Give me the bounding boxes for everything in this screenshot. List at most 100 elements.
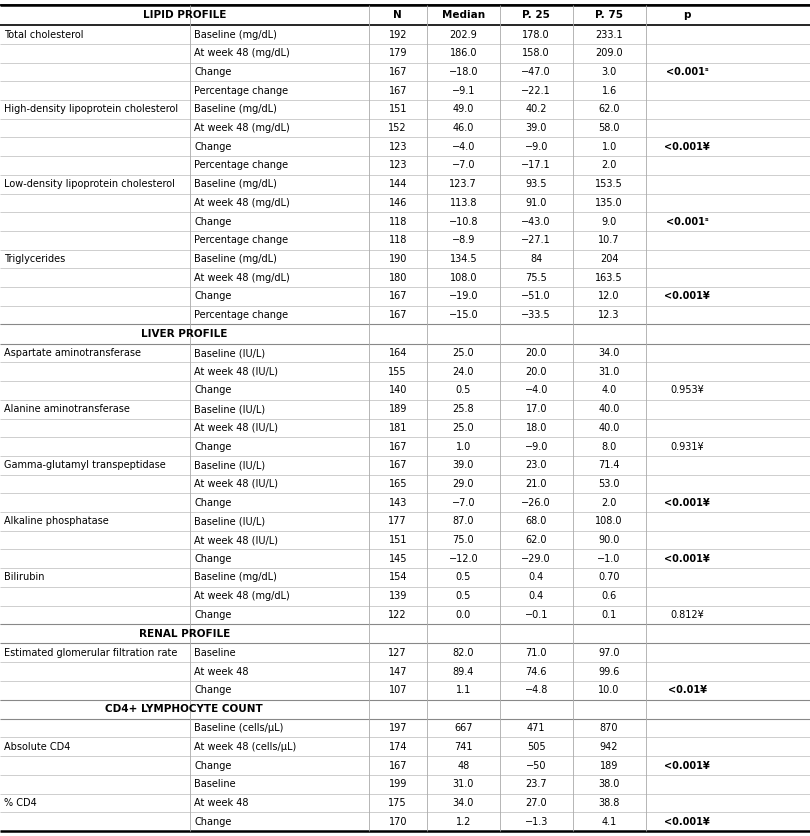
Text: Change: Change [194,217,232,227]
Text: Change: Change [194,761,232,771]
Text: 181: 181 [389,423,407,433]
Text: 1.0: 1.0 [602,142,616,152]
Text: 139: 139 [389,591,407,601]
Text: −15.0: −15.0 [449,310,478,320]
Text: <0.01¥: <0.01¥ [667,686,707,696]
Text: 2.0: 2.0 [602,497,616,507]
Text: −9.0: −9.0 [525,441,548,451]
Text: At week 48 (mg/dL): At week 48 (mg/dL) [194,198,290,208]
Text: 25.0: 25.0 [453,423,474,433]
Text: 9.0: 9.0 [602,217,616,227]
Text: Change: Change [194,292,232,302]
Text: Percentage change: Percentage change [194,235,288,245]
Text: 140: 140 [389,385,407,395]
Text: 91.0: 91.0 [526,198,547,208]
Text: At week 48 (cells/μL): At week 48 (cells/μL) [194,742,296,752]
Text: 167: 167 [389,292,407,302]
Text: Change: Change [194,385,232,395]
Text: 186.0: 186.0 [450,48,477,59]
Text: Baseline (mg/dL): Baseline (mg/dL) [194,104,277,115]
Text: At week 48 (IU/L): At week 48 (IU/L) [194,367,279,377]
Text: At week 48: At week 48 [194,666,249,676]
Text: 38.0: 38.0 [599,779,620,789]
Text: 164: 164 [389,348,407,358]
Text: −10.8: −10.8 [449,217,478,227]
Text: 12.0: 12.0 [599,292,620,302]
Text: Percentage change: Percentage change [194,161,288,171]
Text: Alanine aminotransferase: Alanine aminotransferase [4,404,130,414]
Text: 34.0: 34.0 [599,348,620,358]
Text: 165: 165 [389,479,407,489]
Text: 68.0: 68.0 [526,517,547,527]
Text: Change: Change [194,553,232,563]
Text: 48: 48 [457,761,470,771]
Text: 233.1: 233.1 [595,29,623,39]
Text: 0.5: 0.5 [456,591,471,601]
Text: −12.0: −12.0 [449,553,478,563]
Text: 62.0: 62.0 [599,104,620,115]
Text: 23.7: 23.7 [526,779,547,789]
Text: Change: Change [194,67,232,77]
Text: 177: 177 [389,517,407,527]
Text: −4.8: −4.8 [525,686,548,696]
Text: 179: 179 [389,48,407,59]
Text: 0.6: 0.6 [602,591,616,601]
Text: 1.0: 1.0 [456,441,471,451]
Text: 146: 146 [389,198,407,208]
Text: 40.2: 40.2 [526,104,547,115]
Text: 144: 144 [389,179,407,189]
Text: Baseline (IU/L): Baseline (IU/L) [194,461,266,471]
Text: 153.5: 153.5 [595,179,623,189]
Text: Baseline (cells/μL): Baseline (cells/μL) [194,723,284,733]
Text: −7.0: −7.0 [451,497,475,507]
Text: 82.0: 82.0 [453,648,474,658]
Text: 87.0: 87.0 [453,517,474,527]
Text: 151: 151 [389,104,407,115]
Text: 209.0: 209.0 [595,48,623,59]
Text: Estimated glomerular filtration rate: Estimated glomerular filtration rate [4,648,177,658]
Text: 10.0: 10.0 [599,686,620,696]
Text: 122: 122 [389,610,407,620]
Text: 167: 167 [389,441,407,451]
Text: 170: 170 [389,817,407,827]
Text: 0.812¥: 0.812¥ [671,610,704,620]
Text: −7.0: −7.0 [451,161,475,171]
Text: Absolute CD4: Absolute CD4 [4,742,70,752]
Text: −18.0: −18.0 [449,67,478,77]
Text: 192: 192 [389,29,407,39]
Text: 89.4: 89.4 [453,666,474,676]
Text: 38.8: 38.8 [599,798,620,808]
Text: −9.0: −9.0 [525,142,548,152]
Text: 74.6: 74.6 [526,666,547,676]
Text: 0.4: 0.4 [529,573,544,583]
Text: Change: Change [194,441,232,451]
Text: <0.001ˢ: <0.001ˢ [666,217,709,227]
Text: 189: 189 [600,761,618,771]
Text: 75.5: 75.5 [526,273,547,283]
Text: 58.0: 58.0 [599,123,620,133]
Text: <0.001ˢ: <0.001ˢ [666,67,709,77]
Text: 0.5: 0.5 [456,573,471,583]
Text: 123: 123 [389,161,407,171]
Text: −8.9: −8.9 [452,235,475,245]
Text: 180: 180 [389,273,407,283]
Text: <0.001¥: <0.001¥ [664,497,710,507]
Text: 27.0: 27.0 [526,798,547,808]
Text: 31.0: 31.0 [599,367,620,377]
Text: 2.0: 2.0 [602,161,616,171]
Text: 0.0: 0.0 [456,610,471,620]
Text: 123: 123 [389,142,407,152]
Text: 942: 942 [600,742,618,752]
Text: 174: 174 [389,742,407,752]
Text: 167: 167 [389,85,407,95]
Text: −47.0: −47.0 [522,67,551,77]
Text: p: p [684,10,691,20]
Text: 20.0: 20.0 [526,367,547,377]
Text: Baseline (mg/dL): Baseline (mg/dL) [194,573,277,583]
Text: −43.0: −43.0 [522,217,551,227]
Text: P. 75: P. 75 [595,10,623,20]
Text: 97.0: 97.0 [599,648,620,658]
Text: Baseline (IU/L): Baseline (IU/L) [194,517,266,527]
Text: 471: 471 [527,723,545,733]
Text: 204: 204 [600,254,618,264]
